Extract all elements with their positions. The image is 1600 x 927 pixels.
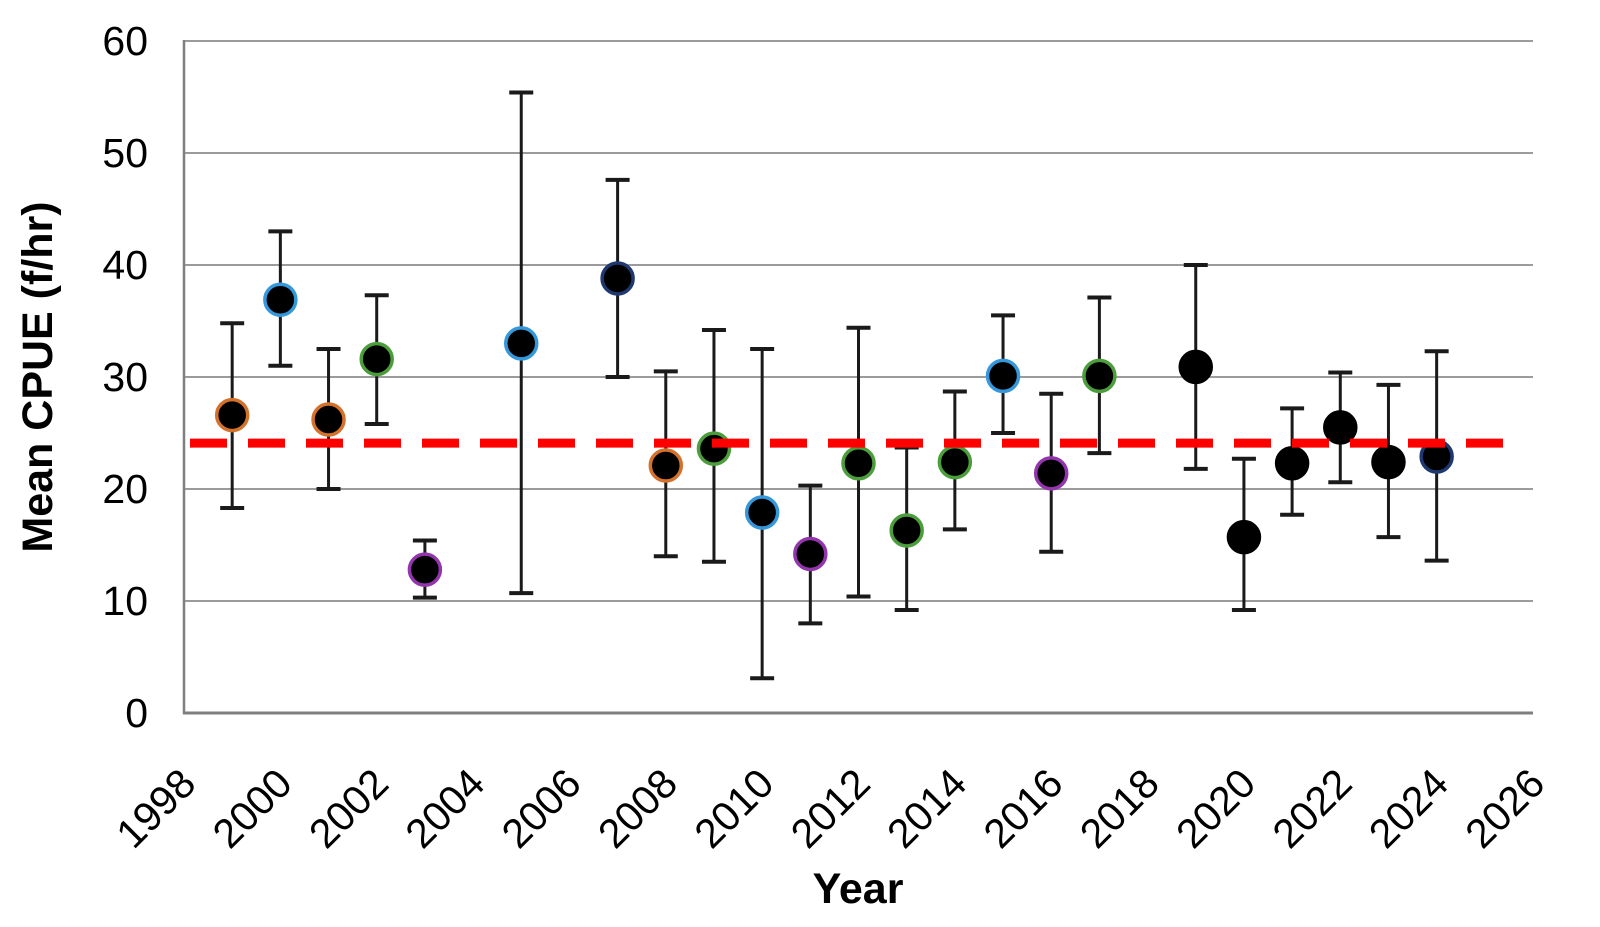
- x-tick-label-2000: 2000: [204, 760, 301, 857]
- y-tick-label-20: 20: [102, 466, 148, 512]
- x-tick-label-2004: 2004: [396, 760, 493, 857]
- x-tick-label-2002: 2002: [300, 760, 397, 857]
- axes: [182, 40, 1533, 715]
- x-tick-label-2006: 2006: [493, 760, 590, 857]
- data-point-2002: [359, 341, 394, 377]
- data-point-2007: [600, 261, 635, 296]
- x-tick-label-2016: 2016: [975, 760, 1072, 857]
- data-point-2010: [744, 495, 780, 530]
- x-tick-label-1998: 1998: [107, 760, 204, 857]
- data-point-2022: [1323, 410, 1358, 445]
- data-point-2003: [407, 552, 443, 587]
- data-point-2012: [841, 445, 876, 481]
- error-bars: [220, 90, 1449, 681]
- data-point-2000: [263, 282, 298, 317]
- data-point-2021: [1274, 445, 1310, 481]
- data-point-2009: [696, 431, 732, 466]
- data-point-2019: [1178, 349, 1213, 385]
- x-axis-title: Year: [813, 865, 904, 913]
- x-tick-label-2014: 2014: [878, 760, 975, 857]
- y-tick-label-30: 30: [102, 354, 148, 400]
- data-point-2005: [504, 326, 539, 361]
- x-tick-label-2020: 2020: [1167, 760, 1264, 857]
- x-tick-label-2026: 2026: [1456, 760, 1553, 857]
- data-point-2013: [889, 513, 924, 548]
- y-tick-label-60: 60: [102, 18, 148, 64]
- data-points: [214, 261, 1454, 587]
- y-tick-label-0: 0: [125, 690, 148, 736]
- y-tick-label-50: 50: [102, 130, 148, 176]
- y-axis-title: Mean CPUE (f/hr): [14, 201, 62, 552]
- data-point-2017: [1082, 358, 1117, 394]
- x-tick-label-2024: 2024: [1360, 760, 1457, 857]
- data-point-2014: [937, 444, 973, 480]
- data-point-2001: [311, 402, 346, 437]
- data-point-2023: [1371, 444, 1406, 480]
- x-tick-label-2008: 2008: [589, 760, 686, 857]
- data-point-2008: [648, 448, 684, 483]
- y-tick-label-10: 10: [102, 578, 148, 624]
- data-point-2011: [793, 536, 828, 572]
- x-tick-label-2012: 2012: [782, 760, 879, 857]
- y-tick-label-40: 40: [102, 242, 148, 288]
- x-tick-label-2010: 2010: [685, 760, 782, 857]
- data-point-2020: [1226, 519, 1262, 555]
- x-tick-label-2018: 2018: [1071, 760, 1168, 857]
- data-point-2015: [985, 358, 1021, 394]
- data-point-2016: [1033, 456, 1069, 491]
- data-point-1999: [214, 397, 250, 433]
- x-tick-label-2022: 2022: [1264, 760, 1361, 857]
